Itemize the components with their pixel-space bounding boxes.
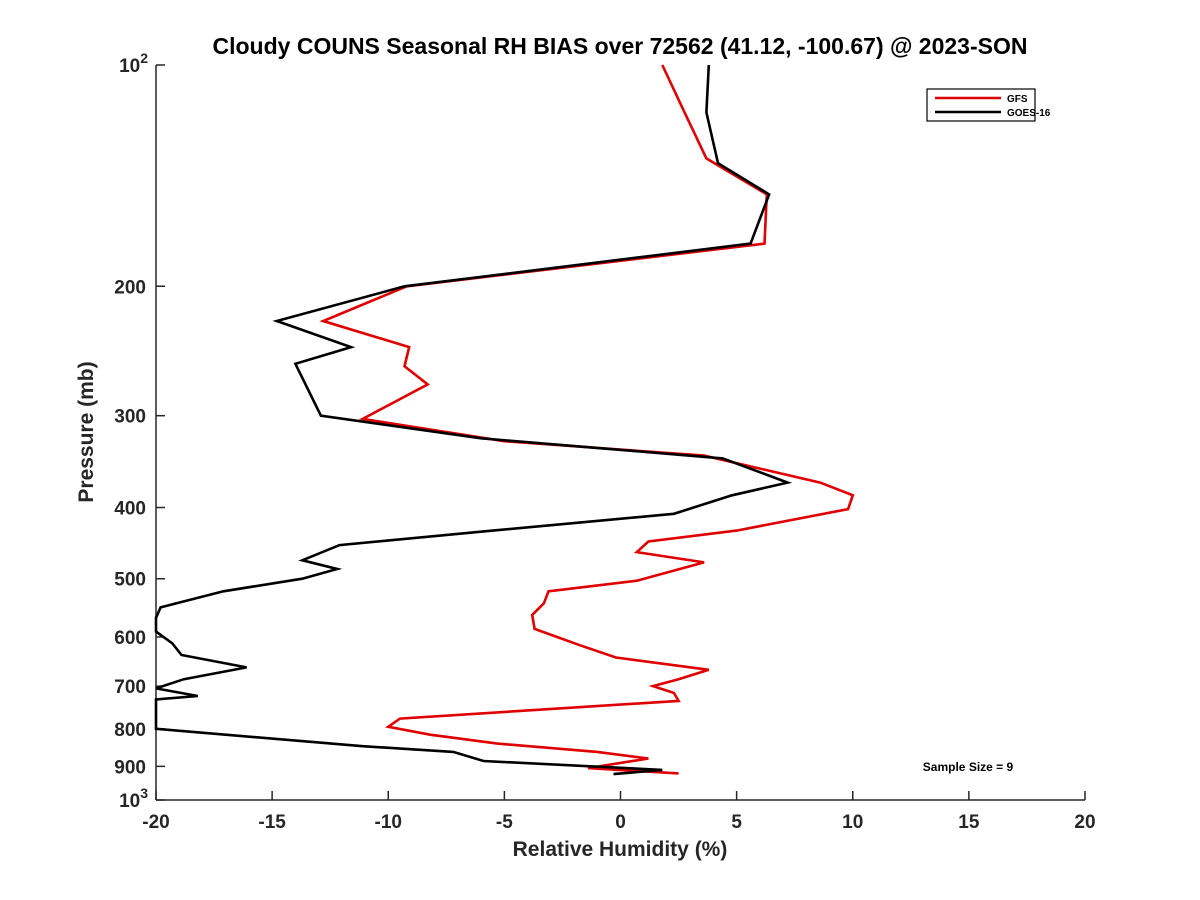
y-axis-label: Pressure (mb) [75,361,98,502]
y-tick-label: 400 [114,499,146,520]
y-tick-label: 300 [114,407,146,428]
axes: -20 -15 -10 -5 0 5 10 15 20 102 200 300 400 500 600 700… [114,50,1095,833]
y-tick-label: 600 [114,628,146,649]
x-tick-label: 20 [1074,812,1095,833]
legend-label-gfs: GFS [1007,94,1028,105]
x-tick-label: 0 [615,812,626,833]
series-line-goes-16 [154,64,793,776]
legend-label-goes-16: GOES-16 [1007,108,1051,119]
y-tick-label: 800 [114,720,146,741]
plot-series [154,64,855,776]
x-tick-label: -20 [142,812,169,833]
legend-box [926,88,1036,122]
x-tick-label: 5 [731,812,742,833]
y-tick-label: 500 [114,570,146,591]
y-tick-label: 700 [114,677,146,698]
x-tick-label: 15 [958,812,980,833]
legend: GFS GOES-16 [926,88,1051,122]
series-line-gfs [319,64,855,775]
y-tick-label: 900 [114,757,146,778]
sample-size-annotation: Sample Size = 9 [923,760,1014,774]
x-tick-label: 10 [842,812,863,833]
y-tick-label: 103 [119,785,148,812]
x-tick-label: -10 [375,812,402,833]
y-tick-label: 102 [119,50,148,77]
chart-title: Cloudy COUNS Seasonal RH BIAS over 72562… [213,33,1028,59]
x-tick-label: -15 [258,812,286,833]
x-axis-label: Relative Humidity (%) [513,838,728,861]
x-tick-label: -5 [496,812,513,833]
y-tick-label: 200 [114,277,146,298]
